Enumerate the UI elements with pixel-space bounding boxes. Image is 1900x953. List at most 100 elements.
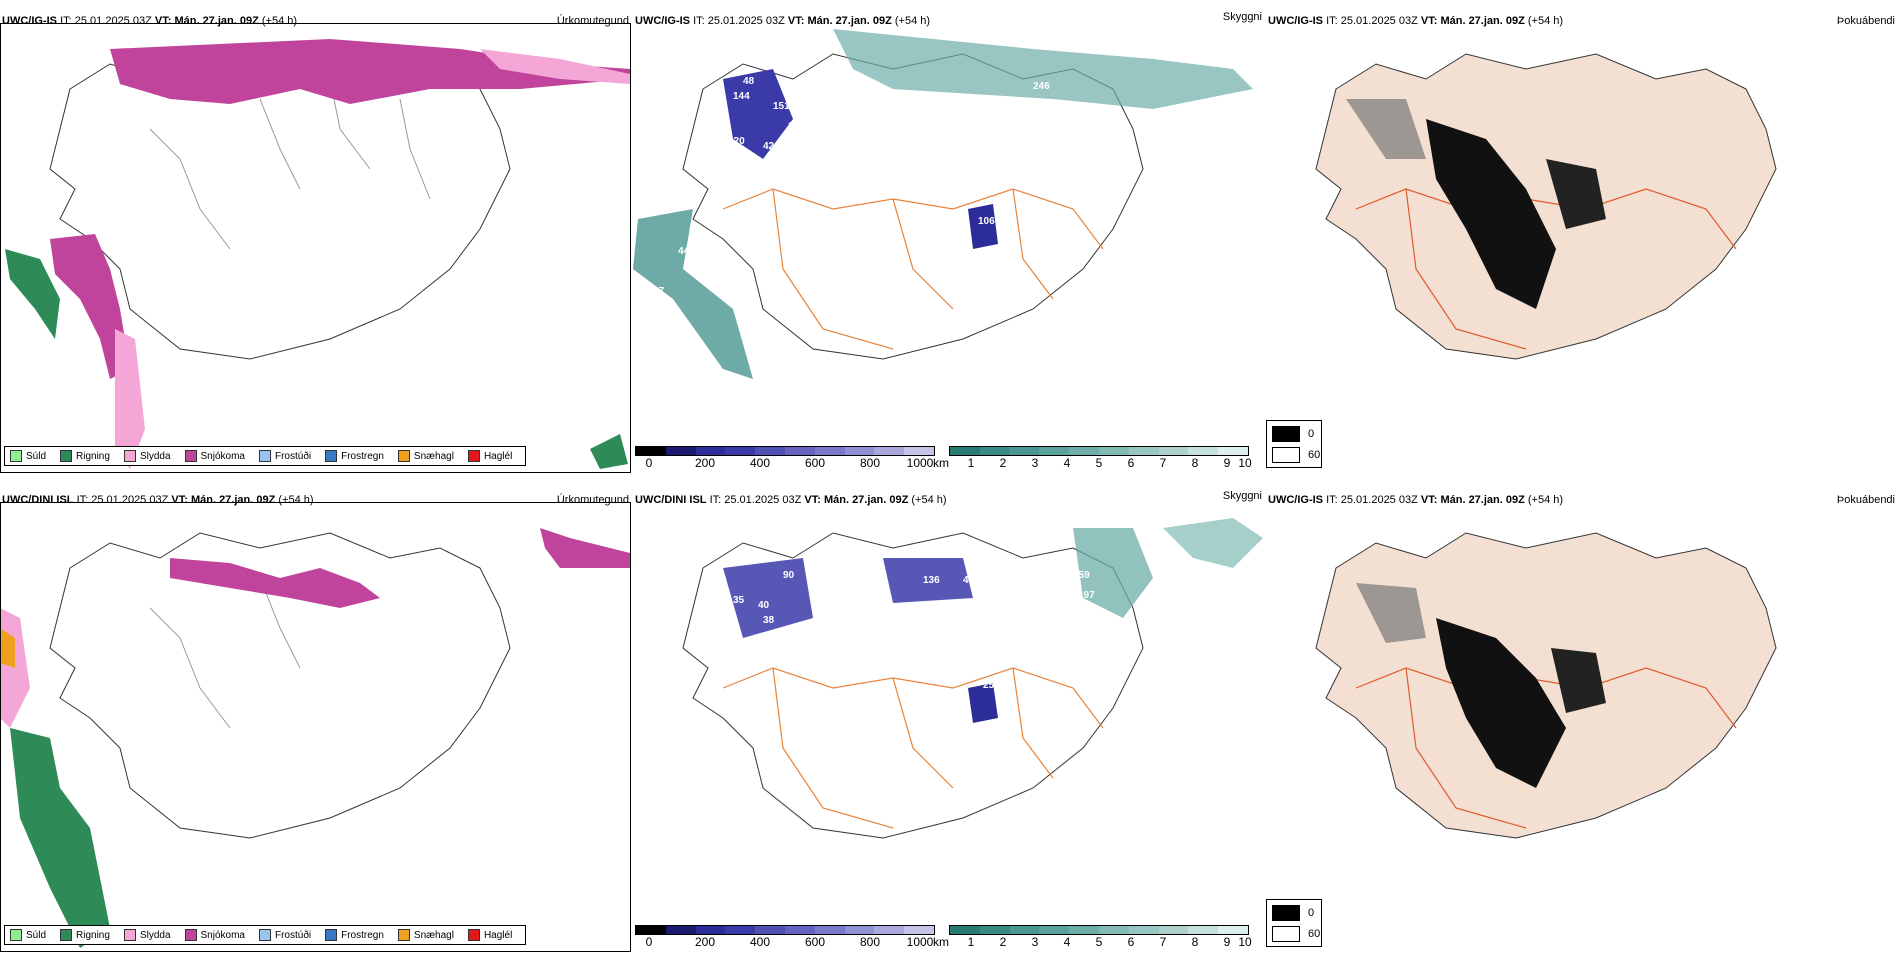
fog-legend: 0 60 — [1266, 899, 1322, 947]
legend-swatch-snaehagl — [397, 450, 410, 462]
visibility-value-label: 163 — [958, 106, 975, 117]
road-network — [722, 188, 1104, 350]
panel-header: UWC/IG-IS IT: 25.01.2025 03Z VT: Mán. 27… — [635, 15, 931, 27]
visibility-value-label: 35 — [733, 595, 745, 606]
visibility-value-label: 955 — [923, 106, 940, 117]
visibility-value-label: 595 — [933, 116, 950, 127]
graupel-area — [0, 628, 15, 668]
fog-map — [1315, 532, 1777, 839]
legend-item: Frostúði — [258, 450, 311, 462]
legend-swatch-rigning — [60, 450, 73, 462]
legend-item: Súld — [10, 450, 46, 462]
legend-item: Snjókoma — [184, 929, 245, 941]
legend-swatch-frostregn — [325, 929, 338, 941]
fog-dense-east — [1546, 159, 1606, 229]
legend-swatch-snaehagl — [397, 929, 410, 941]
visibility-value-label: 197 — [1078, 590, 1095, 601]
fog-dense-east — [1551, 648, 1606, 713]
legend-item: Frostúði — [258, 929, 311, 941]
sleet-area-west — [115, 329, 145, 469]
fog-panel-bottom: UWC/IG-IS IT: 25.01.2025 03Z VT: Mán. 27… — [1266, 488, 1897, 953]
cloud-area-ne — [1073, 528, 1153, 618]
legend-swatch-slydda — [123, 929, 136, 941]
visibility-value-label: 90 — [783, 570, 795, 581]
legend-item: Snæhagl — [397, 929, 454, 941]
fog-legend: 0 60 — [1266, 420, 1322, 468]
legend-item: Frostregn — [325, 450, 384, 462]
visibility-value-label: 128 — [788, 121, 805, 132]
legend-swatch-haglel — [467, 450, 480, 462]
fog-swatch-60 — [1272, 447, 1300, 463]
cloud-area-west — [633, 209, 753, 379]
legend-item: Snjókoma — [184, 450, 245, 462]
legend-item: Rigning — [60, 929, 110, 941]
road-network — [1355, 188, 1737, 350]
legend-swatch-snjokoma — [184, 929, 197, 941]
visibility-colorbar-km: km 1 2 3 4 5 6 7 8 9 10 — [933, 446, 1252, 470]
visibility-value-label: 246 — [1033, 81, 1050, 92]
visibility-value-label: 48 — [963, 575, 975, 586]
panel-title: Þokuábendi — [1836, 15, 1895, 27]
panel-header: UWC/DINI ISL IT: 25.01.2025 03Z VT: Mán.… — [635, 494, 947, 506]
iceland-land — [1315, 532, 1777, 839]
visibility-value-label: 47 — [783, 151, 795, 162]
visibility-value-label: 37 — [653, 286, 665, 297]
panel-header: UWC/IG-IS IT: 25.01.2025 03Z VT: Mán. 27… — [2, 15, 298, 27]
visibility-colorbar-km: km 1 2 3 4 5 6 7 8 9 10 — [933, 925, 1252, 949]
visibility-value-label: 80 — [758, 550, 770, 561]
legend-item: Snæhagl — [397, 450, 454, 462]
sleet-area — [480, 49, 630, 84]
precip-legend: Súld Rigning Slydda Snjókoma Frostúði Fr… — [4, 446, 527, 466]
visibility-value-label: 128 — [638, 670, 655, 681]
rain-area — [5, 249, 60, 339]
legend-item: Slydda — [123, 929, 171, 941]
road-network — [722, 667, 1104, 829]
panel-title: Skyggni — [1222, 490, 1262, 502]
rain-area-east — [590, 434, 628, 469]
panel-header: UWC/DINI ISL IT: 25.01.2025 03Z VT: Mán.… — [2, 494, 314, 506]
legend-item: Frostregn — [325, 929, 384, 941]
fog-swatch-0 — [1272, 426, 1300, 442]
low-vis-area-center — [968, 204, 998, 249]
cloud-area-north — [833, 29, 1253, 109]
low-vis-area-n — [883, 558, 973, 603]
visibility-value-label: 151 — [773, 101, 790, 112]
fog-dense — [1426, 119, 1556, 309]
fog-map — [1315, 53, 1777, 360]
fog-swatch-60 — [1272, 926, 1300, 942]
low-vis-area-nw — [723, 69, 793, 159]
visibility-value-label: 106 — [978, 216, 995, 227]
visibility-value-label: 38 — [763, 615, 775, 626]
visibility-colorbar-m: m 0 200 400 600 800 1000 — [635, 446, 935, 470]
legend-swatch-snjokoma — [184, 450, 197, 462]
visibility-value-label: 25 — [983, 680, 995, 691]
visibility-colorbar-m: m 0 200 400 600 800 1000 — [635, 925, 935, 949]
visibility-value-label: 48 — [743, 76, 755, 87]
fog-dense — [1436, 618, 1566, 788]
panel-header: UWC/IG-IS IT: 25.01.2025 03Z VT: Mán. 27… — [1268, 15, 1564, 27]
legend-swatch-frostudi — [258, 929, 271, 941]
visibility-map: 80 90 35 40 38 136 48 40 69 459 197 265 39 25 128 178 — [638, 518, 1263, 839]
snow-area-ne — [540, 528, 630, 568]
panel-title: Þokuábendi — [1836, 494, 1895, 506]
fog-panel-top: UWC/IG-IS IT: 25.01.2025 03Z VT: Mán. 27… — [1266, 9, 1897, 474]
visibility-value-label: 459 — [1073, 570, 1090, 581]
precip-legend: Súld Rigning Slydda Snjókoma Frostúði Fr… — [4, 925, 527, 945]
visibility-value-label: 265 — [1083, 605, 1100, 616]
legend-swatch-rigning — [60, 929, 73, 941]
fog-moderate — [1346, 99, 1426, 159]
precip-type-panel-bottom: UWC/DINI ISL IT: 25.01.2025 03Z VT: Mán.… — [0, 488, 631, 953]
legend-swatch-slydda — [123, 450, 136, 462]
visibility-value-label: 42 — [763, 141, 775, 152]
snow-area-west — [50, 234, 130, 379]
legend-swatch-haglel — [467, 929, 480, 941]
legend-swatch-sul — [10, 450, 22, 462]
iceland-outline — [49, 532, 511, 839]
visibility-panel-top: UWC/IG-IS IT: 25.01.2025 03Z VT: Mán. 27… — [633, 9, 1264, 474]
low-vis-area-center — [968, 683, 998, 723]
fog-moderate — [1356, 583, 1426, 643]
visibility-value-label: 310 — [998, 101, 1015, 112]
panel-title: Úrkomutegund — [556, 15, 629, 27]
precip-type-panel-top: UWC/IG-IS IT: 25.01.2025 03Z VT: Mán. 27… — [0, 9, 631, 474]
visibility-value-label: 39 — [1088, 620, 1100, 631]
